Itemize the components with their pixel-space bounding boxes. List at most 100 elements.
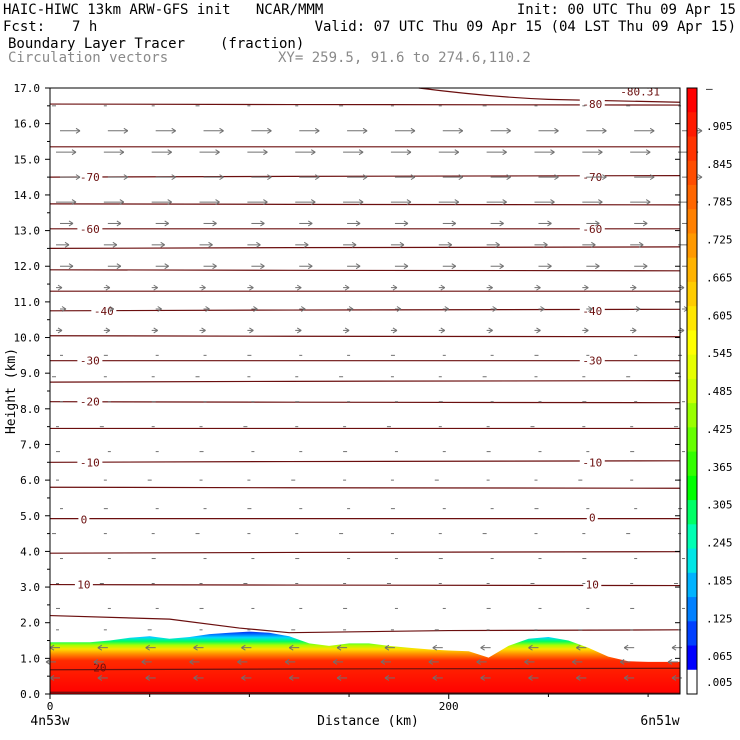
contour-label-bg <box>579 98 605 111</box>
temperature-contour <box>49 551 681 554</box>
circulation-vector-head <box>201 327 206 334</box>
circulation-vector-head <box>584 284 589 291</box>
circulation-vector-head <box>68 263 74 270</box>
colorbar-swatch <box>687 427 697 453</box>
colorbar-swatch <box>687 669 697 695</box>
circulation-vector-head <box>392 327 398 334</box>
circulation-vector-head <box>649 174 655 181</box>
circulation-vector-head <box>355 263 361 270</box>
contour-label: 0 <box>81 513 88 526</box>
colorbar-swatch <box>687 572 697 598</box>
circulation-vector-head <box>241 675 246 681</box>
circulation-vector-head <box>540 306 545 312</box>
temperature-contour <box>49 401 681 404</box>
circulation-vector-head <box>451 220 457 227</box>
colorbar-swatch <box>687 403 697 428</box>
circulation-vector-head <box>550 199 555 205</box>
circulation-vector-head <box>595 263 600 270</box>
circulation-vector-head <box>263 199 268 205</box>
contour-label: -10 <box>582 456 602 469</box>
circulation-vector-head <box>595 220 600 227</box>
circulation-vector-head <box>392 284 398 291</box>
circulation-vector-head <box>642 263 648 270</box>
circulation-vector-head <box>75 174 81 181</box>
colorbar-swatch <box>687 451 697 477</box>
circulation-vector-head <box>502 199 507 205</box>
circulation-vector-head <box>488 327 493 334</box>
colorbar-swatch <box>687 524 697 550</box>
circulation-vector-head <box>314 127 320 134</box>
circulation-vector-head <box>253 306 258 312</box>
colorbar-label: .785 <box>706 196 733 209</box>
circulation-vector-head <box>631 327 637 334</box>
contour-label: -30 <box>582 355 602 368</box>
contour-label-bg <box>586 511 598 524</box>
xy-coords: XY= 259.5, 91.6 to 274.6,110.2 <box>278 50 531 66</box>
y-tick-label: 15.0 <box>14 153 41 166</box>
y-tick-label: 3.0 <box>20 581 40 594</box>
contour-label-bg <box>579 222 605 235</box>
circulation-vector-head <box>536 284 541 291</box>
circulation-vector-head <box>167 149 172 156</box>
contour-label-bg <box>91 304 117 317</box>
circulation-vector-head <box>499 263 504 270</box>
circulation-vector-head <box>410 127 416 134</box>
colorbar-swatch <box>687 136 697 162</box>
colorbar-frame <box>686 87 698 695</box>
circulation-vector-head <box>288 644 294 651</box>
colorbar-label: .605 <box>706 309 733 322</box>
circulation-vector-head <box>237 658 242 665</box>
circulation-vector-head <box>171 174 176 181</box>
contour-label: -20 <box>80 396 100 409</box>
circulation-vector-head <box>167 199 172 205</box>
circulation-vector-head <box>406 199 412 205</box>
circulation-vector-head <box>212 263 217 270</box>
circulation-vector-head <box>476 658 481 665</box>
circulation-vector-head <box>49 675 55 681</box>
contour-label: -40 <box>94 305 114 318</box>
circulation-vector-head <box>303 241 309 248</box>
header-fcst-value: 7 h <box>72 19 98 35</box>
contour-label-bg <box>579 304 605 317</box>
circulation-vector-head <box>440 327 446 334</box>
colorbar-swatch <box>687 306 697 331</box>
circulation-vector-head <box>536 327 541 334</box>
temperature-contour <box>49 379 681 383</box>
circulation-vector-head <box>645 199 651 205</box>
contour-label: -30 <box>80 355 100 368</box>
circulation-vector-head <box>480 644 485 651</box>
circulation-vector-head <box>105 284 111 291</box>
circulation-vector-head <box>576 644 581 651</box>
circulation-vector-head <box>480 675 485 681</box>
contour-label: -60 <box>582 223 602 236</box>
circulation-vector-head <box>576 675 581 681</box>
circulation-vector-head <box>263 149 268 156</box>
circulation-vector-head <box>440 284 446 291</box>
circulation-vector-head <box>307 263 313 270</box>
circulation-vector-head <box>296 284 302 291</box>
circulation-vector-head <box>260 220 265 227</box>
circulation-vector-head <box>193 675 198 681</box>
circulation-vector-head <box>336 644 342 651</box>
circulation-vector-head <box>602 174 607 181</box>
colorbar-swatch <box>687 475 697 501</box>
contour-label: -10 <box>80 456 100 469</box>
circulation-vector-head <box>119 199 125 205</box>
circulation-vector-head <box>528 644 533 651</box>
colorbar-label: .545 <box>706 347 733 360</box>
circulation-vector-head <box>93 658 99 665</box>
circulation-vector-head <box>499 220 504 227</box>
y-tick-label: 1.0 <box>20 652 40 665</box>
y-tick-label: 10.0 <box>14 332 41 345</box>
circulation-vector-head <box>64 241 70 248</box>
colorbar-swatch <box>687 500 697 525</box>
circulation-vector-head <box>645 149 651 156</box>
circulation-vector-head <box>57 284 63 291</box>
contour-label: 20 <box>93 661 106 674</box>
circulation-vector-head <box>432 644 438 651</box>
contour-label-bg <box>579 456 605 469</box>
colorbar-label: .125 <box>706 612 733 625</box>
circulation-vector-head <box>358 199 364 205</box>
temperature-contour <box>49 203 681 206</box>
circulation-vector-head <box>123 174 129 181</box>
